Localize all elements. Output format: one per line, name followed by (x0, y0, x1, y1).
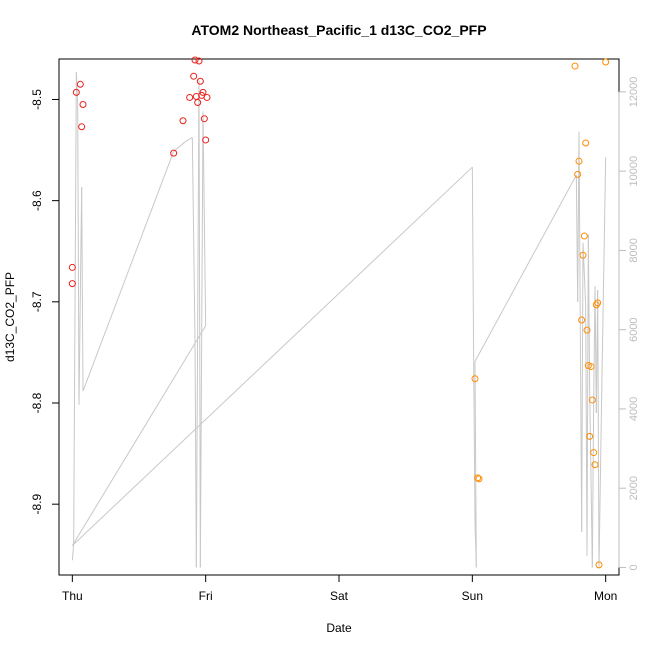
x-tick-label: Mon (594, 589, 617, 603)
data-point (594, 299, 602, 307)
x-tick-label: Fri (199, 589, 213, 603)
scatter-points (68, 56, 610, 569)
data-point (579, 251, 587, 259)
x-tick-label: Sat (330, 589, 349, 603)
series-line-segment (578, 131, 583, 532)
data-point (186, 93, 194, 101)
data-point (200, 115, 208, 123)
series-line-segment (589, 389, 593, 568)
series-line-segment (191, 137, 196, 342)
y2-tick-label: 10000 (628, 156, 640, 187)
series-line-segment (597, 290, 600, 568)
series-line-segment (598, 395, 603, 568)
data-point (587, 363, 595, 371)
series-line-segment (586, 234, 589, 556)
data-point (586, 432, 594, 440)
series-line-segment (81, 187, 84, 392)
y-axis-label: d13C_CO2_PFP (3, 272, 17, 362)
series-line-segment (474, 174, 577, 362)
series-line-segment (591, 402, 595, 568)
chart-title: ATOM2 Northeast_Pacific_1 d13C_CO2_PFP (191, 22, 486, 38)
y-tick-label: -8.7 (30, 291, 44, 312)
data-point (591, 461, 599, 469)
data-point (191, 56, 199, 64)
y-tick-label: -8.8 (30, 392, 44, 413)
y2-tick-label: 0 (628, 564, 640, 570)
data-point (72, 88, 80, 96)
y-axis: -8.5 -8.6 -8.7 -8.8 -8.9 (30, 89, 60, 515)
series-line-segment (195, 79, 200, 568)
data-point (199, 88, 207, 96)
series-line-segment (198, 79, 201, 568)
data-point (196, 77, 204, 85)
series-line-segment (78, 187, 83, 405)
series-line-segment (199, 111, 204, 568)
series-line-segment (581, 242, 584, 532)
series-line-segment (75, 72, 79, 104)
data-point (475, 475, 483, 483)
x-axis-label: Date (326, 621, 352, 635)
data-point (194, 99, 202, 107)
series-line-segment (77, 103, 80, 405)
right-axis-series (71, 72, 607, 568)
data-point (471, 375, 479, 383)
series-line-segment (71, 543, 75, 561)
y2-tick-label: 4000 (628, 397, 640, 421)
series-line-segment (202, 111, 207, 326)
y-tick-label: -8.9 (30, 494, 44, 515)
data-point (571, 62, 579, 70)
data-point (76, 80, 84, 88)
data-point (583, 326, 591, 334)
series-line-segment (73, 72, 77, 544)
data-point (575, 157, 583, 165)
y2-axis: 0 2000 4000 6000 8000 10000 12000 (618, 77, 640, 571)
data-point (170, 149, 178, 157)
series-line-segment (587, 234, 591, 390)
data-point (68, 263, 76, 271)
series-line-segment (582, 242, 587, 306)
series-line-segment (601, 157, 607, 396)
data-point (78, 123, 86, 131)
y-tick-label: -8.6 (30, 190, 44, 211)
x-tick-label: Thu (62, 589, 83, 603)
data-point (179, 117, 187, 125)
y2-tick-label: 12000 (628, 77, 640, 108)
data-point (592, 301, 600, 309)
data-point (474, 474, 482, 482)
series-line-segment (82, 151, 175, 392)
data-point (602, 58, 610, 66)
series-line-segment (474, 361, 477, 568)
y2-tick-label: 8000 (628, 238, 640, 262)
data-point (68, 280, 76, 288)
data-point (203, 93, 211, 101)
data-point (202, 136, 210, 144)
series-line-segment (71, 166, 473, 547)
data-point (79, 101, 87, 109)
y2-tick-label: 2000 (628, 476, 640, 500)
data-point (582, 139, 590, 147)
data-point (595, 561, 603, 569)
series-line-segment (471, 167, 475, 362)
data-point (590, 449, 598, 457)
data-point (578, 316, 586, 324)
data-point (195, 57, 203, 65)
data-point (190, 72, 198, 80)
y2-tick-label: 6000 (628, 317, 640, 341)
data-point (588, 396, 596, 404)
x-tick-label: Sun (462, 589, 483, 603)
series-line-segment (473, 361, 476, 524)
series-line-segment (173, 141, 186, 152)
x-axis: Thu Fri Sat Sun Mon (62, 574, 617, 603)
series-line-segment (185, 137, 193, 142)
plot-frame (58, 58, 620, 576)
y-tick-label: -8.5 (30, 89, 44, 110)
series-line-segment (71, 325, 207, 546)
data-point (574, 170, 582, 178)
data-point (580, 232, 588, 240)
